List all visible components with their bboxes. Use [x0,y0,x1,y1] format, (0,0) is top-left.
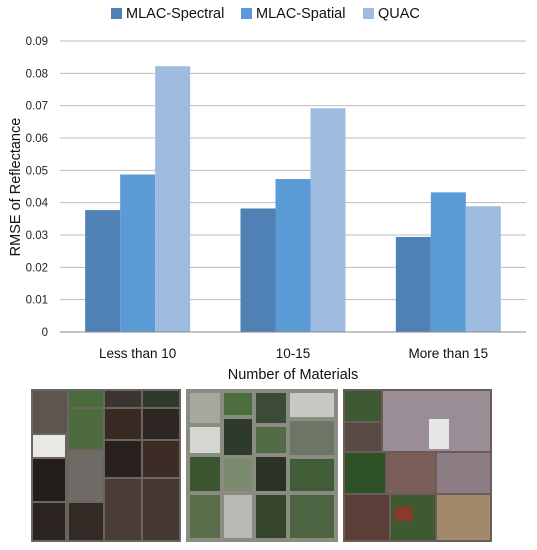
bars [85,66,501,333]
y-tick-label: 0.08 [26,68,48,80]
y-tick-label: 0.07 [26,101,48,113]
aerial-image-suburban-area [343,389,492,542]
legend-swatch-mlac-spatial [241,8,252,19]
bar-chart: MLAC-Spectral MLAC-Spatial QUAC 0 0.01 0.0… [8,6,526,383]
bar-mlac-spatial-2 [430,192,466,332]
x-category-label: Less than 10 [99,346,176,361]
legend-swatch-mlac-spectral [111,8,122,19]
y-tick-label: 0 [42,327,48,339]
x-category-label: More than 15 [409,346,489,361]
y-axis-ticks: 0 0.01 0.02 0.03 0.04 0.05 0.06 0.07 0.08 0.09 [26,36,49,339]
bar-quac-2 [465,206,501,332]
x-category-label: 10-15 [276,346,311,361]
x-axis-title: Number of Materials [228,367,359,383]
y-tick-label: 0.03 [26,230,48,242]
bar-mlac-spectral-2 [395,236,431,332]
legend: MLAC-Spectral MLAC-Spatial QUAC [111,6,420,22]
aerial-image-agricultural-fields [31,389,181,542]
bar-mlac-spectral-0 [85,210,121,332]
y-tick-label: 0.09 [26,36,48,48]
y-tick-label: 0.05 [26,165,48,177]
legend-swatch-quac [363,8,374,19]
y-tick-label: 0.06 [26,133,48,145]
x-axis-categories: Less than 10 10-15 More than 15 [99,346,488,361]
y-axis-title: RMSE of Reflectance [8,118,24,257]
legend-label-quac: QUAC [378,6,420,22]
legend-label-mlac-spectral: MLAC-Spectral [126,6,224,22]
y-tick-label: 0.02 [26,262,48,274]
bar-quac-0 [155,66,191,332]
y-tick-label: 0.04 [26,198,49,210]
bar-mlac-spectral-1 [240,208,276,332]
y-tick-label: 0.01 [26,295,48,307]
bar-quac-1 [310,108,346,333]
bar-mlac-spatial-0 [120,174,156,332]
bar-mlac-spatial-1 [275,179,311,332]
legend-label-mlac-spatial: MLAC-Spatial [256,6,345,22]
aerial-image-mixed-farmland [186,389,338,542]
